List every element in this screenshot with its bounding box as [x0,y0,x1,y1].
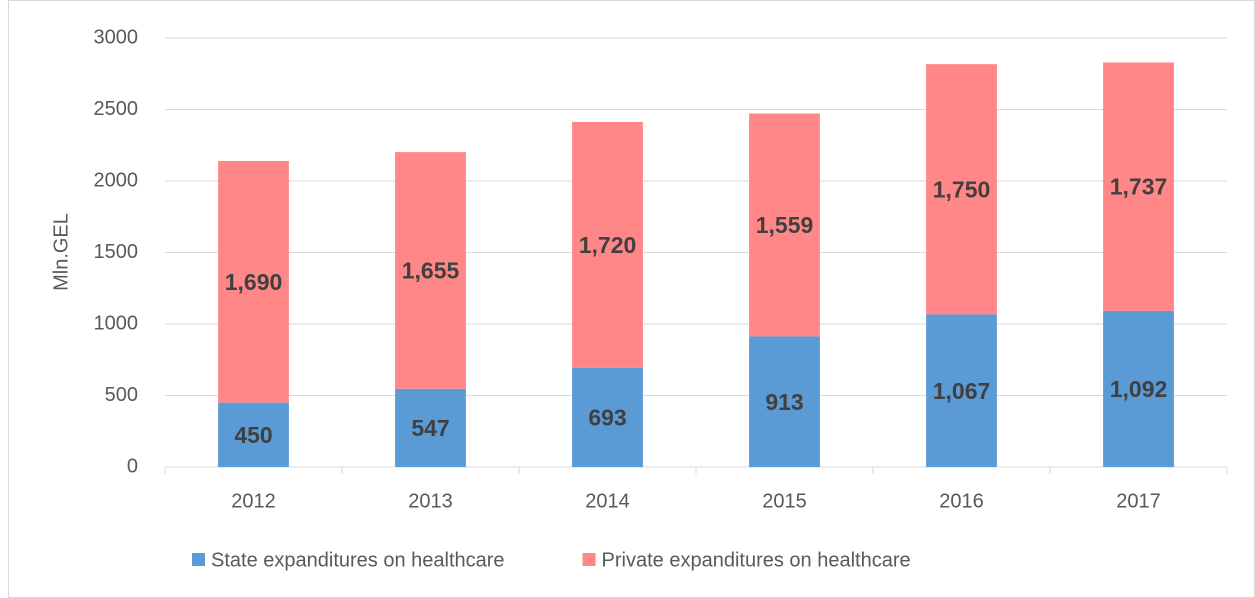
x-tick-label: 2014 [585,490,630,512]
legend-label: State expanditures on healthcare [211,549,505,571]
x-tick-label: 2015 [762,490,807,512]
bar-segment [1103,310,1174,467]
value-label: 1,067 [933,378,991,404]
legend-label: Private expanditures on healthcare [602,549,911,571]
legend-swatch [582,553,596,566]
bar-segment [926,314,997,467]
x-tick-label: 2013 [408,490,453,512]
bar-segment [572,367,643,467]
bar-segment [749,113,820,337]
y-tick-label: 1000 [94,312,139,334]
x-tick-label: 2017 [1116,490,1161,512]
bar-segment [926,64,997,315]
value-label: 693 [588,405,626,431]
y-tick-label: 2000 [94,169,139,191]
value-label: 913 [765,389,803,415]
y-tick-label: 0 [127,455,138,477]
bar-segment [572,121,643,368]
value-label: 1,092 [1110,376,1168,402]
legend-swatch [192,553,205,566]
x-tick-label: 2016 [939,490,984,512]
y-tick-label: 2500 [94,98,139,120]
value-label: 1,559 [756,212,814,238]
bar-segment [395,388,466,467]
value-label: 1,737 [1110,174,1168,200]
value-label: 1,690 [225,269,283,295]
bar-segment [749,336,820,467]
y-tick-label: 1500 [94,241,139,263]
y-axis-label: Mln.GEL [50,213,72,291]
bar-segment [218,160,289,403]
bar-segment [1103,62,1174,311]
value-label: 547 [411,415,449,441]
value-label: 450 [234,422,272,448]
y-tick-label: 500 [105,384,138,406]
bar-segment [395,152,466,389]
x-tick-label: 2012 [231,490,276,512]
value-label: 1,655 [402,258,460,284]
value-label: 1,750 [933,176,991,202]
value-label: 1,720 [579,232,637,258]
y-tick-label: 3000 [94,26,139,48]
bar-segment [218,402,289,467]
